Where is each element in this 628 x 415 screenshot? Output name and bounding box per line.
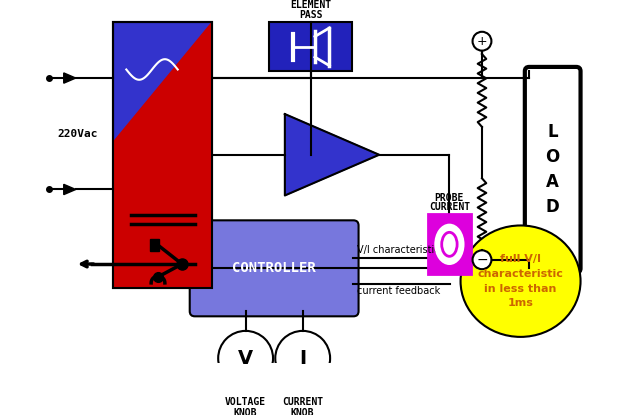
Ellipse shape <box>460 225 580 337</box>
Text: VOLTAGE
KNOB: VOLTAGE KNOB <box>225 397 266 415</box>
Text: CURRENT
KNOB: CURRENT KNOB <box>282 397 323 415</box>
Circle shape <box>472 32 492 51</box>
Text: PROBE: PROBE <box>435 193 464 203</box>
Text: L
O
A
D: L O A D <box>546 123 560 216</box>
FancyBboxPatch shape <box>190 220 359 316</box>
Text: −: − <box>476 253 488 267</box>
Bar <box>428 214 471 274</box>
Text: ELEMENT: ELEMENT <box>290 0 331 10</box>
Text: V/I characteristic: V/I characteristic <box>357 245 440 256</box>
Text: CONTROLLER: CONTROLLER <box>232 261 316 275</box>
Circle shape <box>472 250 492 269</box>
Ellipse shape <box>436 225 463 264</box>
Bar <box>150 239 159 251</box>
Text: +: + <box>477 35 487 48</box>
Polygon shape <box>63 184 76 195</box>
Bar <box>114 22 212 288</box>
Bar <box>269 22 352 71</box>
Text: CURRENT: CURRENT <box>429 202 470 212</box>
Circle shape <box>218 331 273 386</box>
FancyBboxPatch shape <box>525 67 580 273</box>
Polygon shape <box>114 22 212 288</box>
Polygon shape <box>63 73 76 83</box>
Text: V: V <box>238 349 253 368</box>
Text: full V/I
characteristic
in less than
1ms: full V/I characteristic in less than 1ms <box>478 254 563 308</box>
Text: I: I <box>299 349 306 368</box>
Ellipse shape <box>441 232 457 256</box>
Circle shape <box>275 331 330 386</box>
Bar <box>114 22 212 288</box>
Polygon shape <box>285 114 379 195</box>
Text: current feedback: current feedback <box>357 286 440 296</box>
Text: PASS: PASS <box>299 10 322 20</box>
Text: 220Vac: 220Vac <box>58 129 98 139</box>
